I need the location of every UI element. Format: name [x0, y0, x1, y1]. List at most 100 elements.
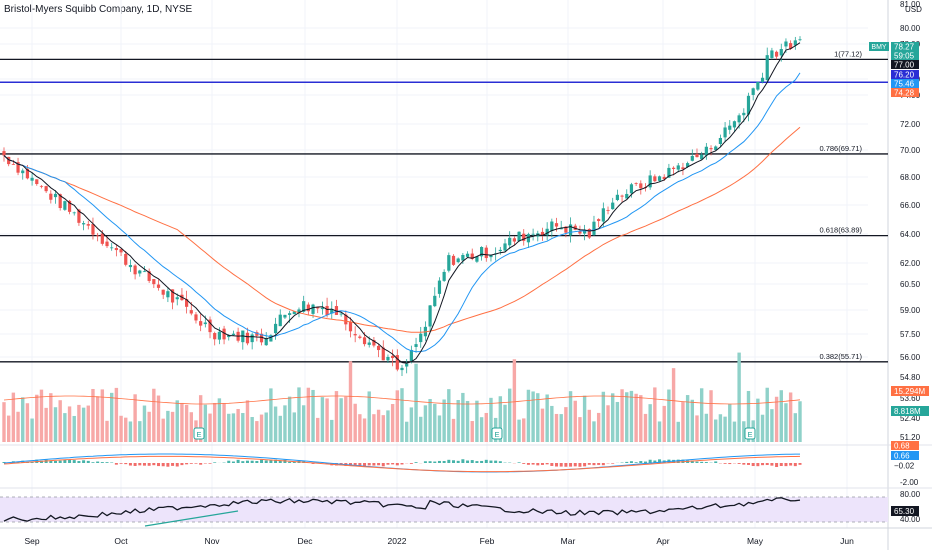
volume-bar [526, 389, 531, 442]
macd-hist-bar [119, 463, 123, 464]
volume-bar [756, 398, 760, 442]
price-tick-label: 72.00 [900, 120, 921, 129]
macd-hist-bar [470, 460, 474, 463]
volume-bar [316, 417, 320, 442]
rsi-trendline [144, 510, 239, 527]
candle-body [779, 49, 783, 56]
volume-bar [409, 407, 414, 442]
candle-body [746, 95, 751, 115]
candle-body [96, 235, 100, 237]
candle-body [662, 176, 666, 180]
volume-bar [109, 392, 114, 442]
volume-bar [161, 418, 165, 442]
candle-body [704, 146, 708, 156]
macd-hist-bar [437, 460, 441, 463]
macd-hist-bar [555, 463, 559, 467]
candle-body [578, 231, 582, 234]
macd-hist-bar [643, 461, 647, 463]
candle-body [554, 223, 559, 227]
price-badge-label: 74.28 [894, 89, 915, 98]
candle-body [475, 256, 479, 262]
macd-hist-bar [423, 461, 427, 463]
candle-body [63, 201, 67, 210]
candle-body [606, 209, 610, 211]
rsi-badge-label: 65.30 [894, 507, 915, 516]
macd-hist-bar [690, 460, 694, 463]
macd-hist-bar [414, 462, 418, 463]
macd-hist-bar [180, 463, 184, 466]
macd-badge [891, 451, 919, 460]
macd-hist-bar [227, 460, 231, 463]
candle-body [138, 270, 142, 274]
candle-body [72, 212, 76, 214]
macd-hist-bar [578, 463, 582, 467]
volume-bar [264, 412, 268, 442]
price-badge [891, 88, 919, 97]
volume-badge [891, 386, 929, 396]
macd-hist-bar [133, 463, 137, 466]
macd-hist-bar [737, 463, 741, 464]
candle-body [39, 185, 44, 187]
rsi-axis-label: 80.00 [900, 490, 921, 499]
volume-bar [273, 406, 278, 442]
volume-bar [241, 413, 245, 442]
macd-hist-bar [639, 461, 643, 463]
macd-badge-label: −0.02 [894, 462, 915, 471]
candle-body [217, 331, 221, 340]
volume-bar [2, 402, 6, 442]
candle-body [152, 279, 156, 285]
candle-body [657, 176, 662, 181]
candle-body [166, 291, 170, 298]
candle-body [634, 183, 638, 184]
ma-slow-line [3, 126, 801, 333]
volume-bar [442, 399, 446, 442]
volume-bar [582, 395, 587, 442]
candle-body [639, 183, 643, 189]
candle-body [362, 337, 367, 345]
volume-bar [58, 400, 62, 442]
macd-hist-bar [456, 460, 460, 463]
macd-hist-bar [391, 463, 395, 465]
macd-hist-bar [288, 461, 292, 463]
candle-body [283, 314, 287, 318]
volume-bar [53, 407, 58, 442]
candle-body [16, 162, 20, 173]
price-tick-label: 54.80 [900, 373, 921, 382]
macd-hist-bar [531, 463, 535, 465]
candle-body [222, 328, 226, 340]
macd-hist-bar [526, 463, 530, 465]
candle-body [25, 168, 30, 179]
macd-panel [2, 453, 802, 473]
price-badge [891, 70, 919, 79]
macd-hist-bar [100, 462, 104, 463]
macd-hist-bar [166, 463, 170, 467]
candle-body [344, 314, 348, 325]
macd-hist-bar [348, 463, 352, 465]
volume-bar [95, 396, 100, 442]
candle-body [400, 367, 404, 371]
volume-bar [606, 405, 610, 442]
candle-body [709, 148, 713, 150]
macd-hist-bar [386, 463, 390, 465]
volume-bar [362, 418, 367, 442]
macd-hist-bar [39, 460, 43, 463]
candle-body [161, 289, 165, 295]
macd-hist-bar [269, 459, 273, 463]
volume-bars [2, 352, 802, 442]
volume-bar [479, 417, 484, 442]
earnings-marker [491, 427, 503, 440]
candle-body [686, 163, 690, 167]
candle-body [391, 355, 395, 359]
volume-bar [414, 363, 418, 442]
candle-body [189, 310, 193, 314]
volume-bar [507, 388, 512, 442]
candle-body [760, 77, 765, 82]
volume-bar [25, 403, 30, 442]
price-tick-label: 52.40 [900, 414, 921, 423]
candle-body [700, 154, 704, 160]
candle-body [82, 223, 86, 225]
macd-hist-bar [189, 463, 193, 464]
volume-bar [11, 392, 16, 442]
volume-bar [709, 390, 713, 442]
